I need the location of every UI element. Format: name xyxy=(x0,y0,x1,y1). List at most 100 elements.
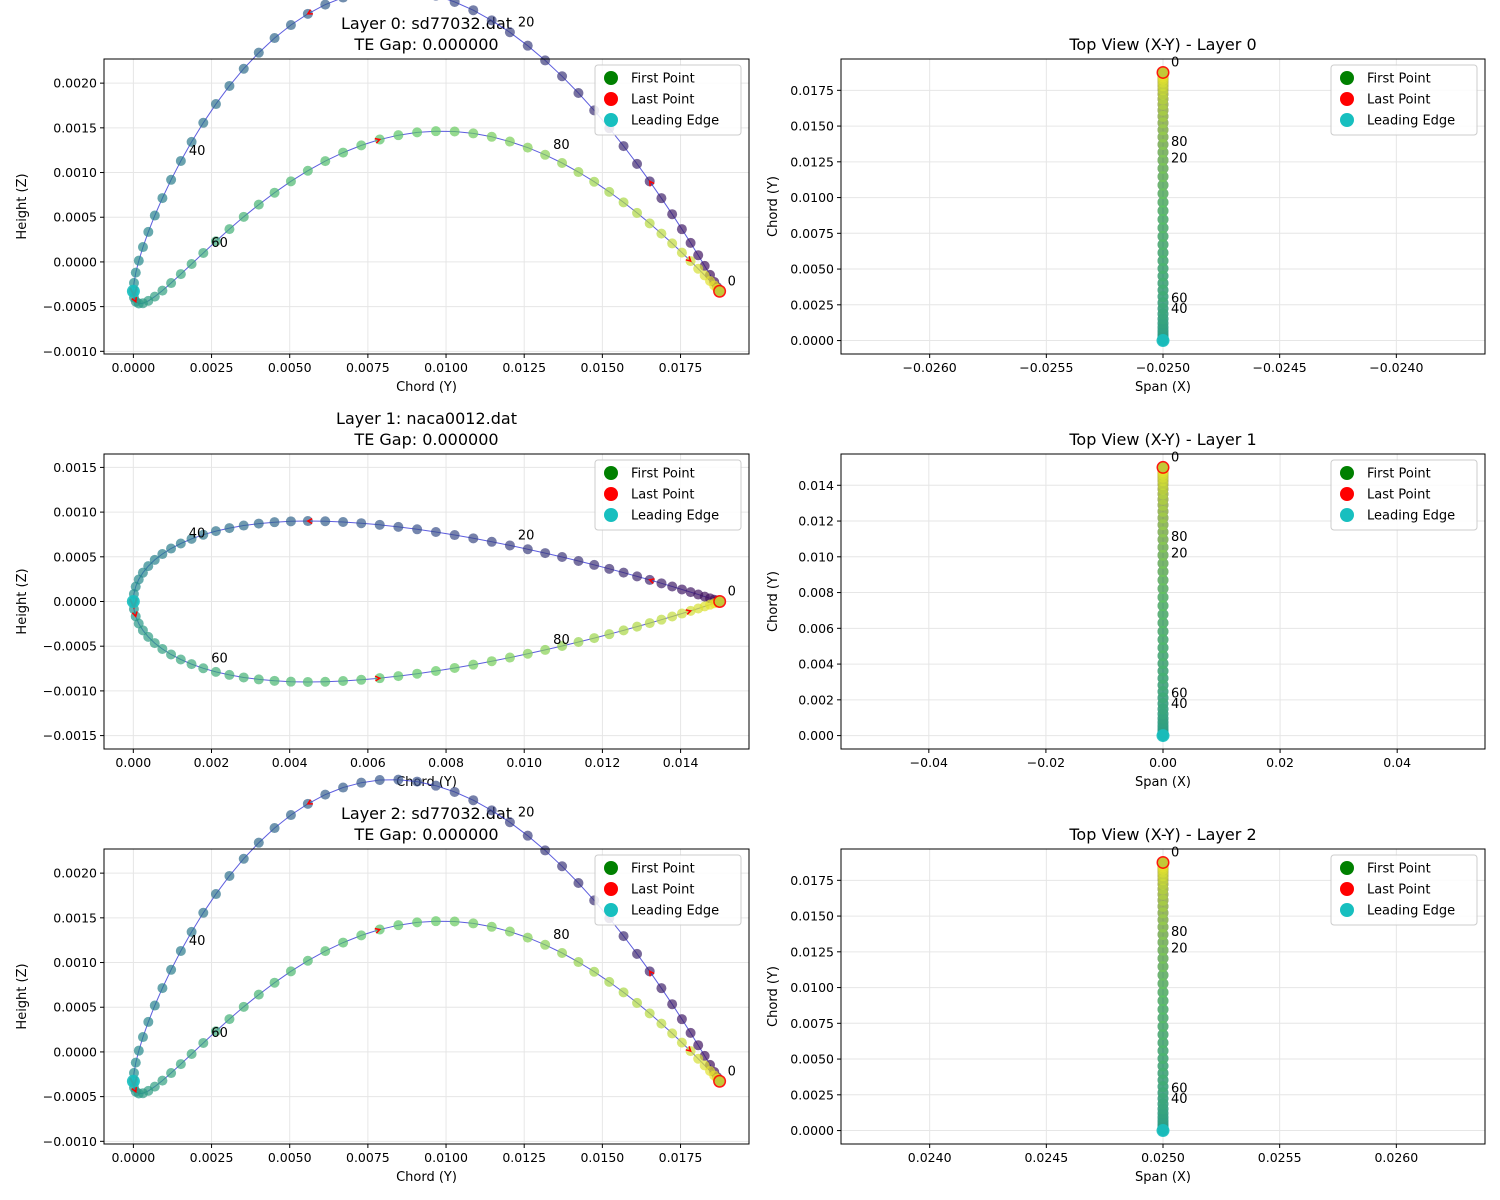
point-label: 60 xyxy=(1171,292,1188,307)
point-label: 0 xyxy=(728,1064,736,1079)
data-point xyxy=(176,946,186,956)
data-point xyxy=(157,1076,167,1086)
subplot-top-5: 0.0240 0.0245 0.0250 0.0255 0.02600.00000.00… xyxy=(766,825,1485,1185)
data-point xyxy=(619,625,629,635)
data-point xyxy=(254,48,264,58)
data-point xyxy=(338,148,348,158)
y-tick-label: 0.0125 xyxy=(790,944,834,959)
point-label: 20 xyxy=(1171,941,1188,956)
data-point xyxy=(656,229,666,239)
data-point xyxy=(677,224,687,234)
legend-marker xyxy=(1340,861,1354,875)
y-tick-label: 0.0175 xyxy=(790,873,834,888)
data-point xyxy=(431,126,441,136)
x-tick-label: 0.008 xyxy=(428,755,464,770)
data-point xyxy=(375,775,385,785)
subplot-top-1: −0.0260 −0.0255 −0.0250 −0.0245 −0.02400.000… xyxy=(766,35,1485,395)
data-point xyxy=(686,1028,696,1038)
y-tick-label: 0.0000 xyxy=(790,1123,834,1138)
x-tick-label: 0.002 xyxy=(194,755,230,770)
data-point xyxy=(540,55,550,65)
data-point xyxy=(393,130,403,140)
data-point xyxy=(523,649,533,659)
data-point xyxy=(667,999,677,1009)
subplot-profile-0: 0.0000 0.0025 0.0050 0.0075 0.0100 0.0125 0.01… xyxy=(15,0,749,395)
data-point xyxy=(412,777,422,787)
y-tick-label: 0.014 xyxy=(798,478,834,493)
data-point xyxy=(540,645,550,655)
data-point xyxy=(450,663,460,673)
point-label: 80 xyxy=(553,633,570,648)
x-tick-label: 0.000 xyxy=(115,755,151,770)
leading-edge-point xyxy=(1157,334,1170,347)
legend: First PointLast PointLeading Edge xyxy=(1331,855,1477,925)
subplot-title: Top View (X-Y) - Layer 0 xyxy=(1068,35,1256,54)
data-point xyxy=(303,166,313,176)
y-tick-label: −0.0010 xyxy=(43,344,97,359)
data-point xyxy=(487,656,497,666)
data-point xyxy=(150,211,160,221)
data-point xyxy=(320,156,330,166)
legend-label: Leading Edge xyxy=(631,509,719,524)
data-point xyxy=(393,671,403,681)
data-point xyxy=(505,927,515,937)
first-point xyxy=(1158,462,1168,472)
x-tick-label: 0.0260 xyxy=(1374,1150,1418,1165)
legend-marker xyxy=(604,861,618,875)
data-point xyxy=(338,517,348,527)
subplot-top-3: −0.04 −0.02 0.00 0.02 0.040.0000.0020.0040.0… xyxy=(766,430,1485,790)
x-tick-label: 0.02 xyxy=(1266,755,1294,770)
data-point xyxy=(166,965,176,975)
x-axis-label: Span (X) xyxy=(1135,775,1191,790)
data-point xyxy=(677,609,687,619)
data-point xyxy=(157,983,167,993)
legend-marker xyxy=(604,466,618,480)
data-point xyxy=(176,655,186,665)
y-tick-label: 0.0010 xyxy=(53,165,97,180)
y-tick-label: −0.0005 xyxy=(43,1089,97,1104)
data-point xyxy=(412,524,422,534)
y-tick-label: 0.0150 xyxy=(790,119,834,134)
data-point xyxy=(619,987,629,997)
legend-label: Leading Edge xyxy=(1367,904,1455,919)
x-tick-label: 0.0240 xyxy=(908,1150,952,1165)
data-point xyxy=(286,20,296,30)
data-point xyxy=(540,845,550,855)
data-point xyxy=(573,878,583,888)
data-point xyxy=(270,823,280,833)
data-point xyxy=(270,33,280,43)
y-tick-label: 0.0000 xyxy=(790,333,834,348)
data-group: 0 20 4060 80 xyxy=(1157,845,1188,1137)
data-point xyxy=(150,1001,160,1011)
data-point xyxy=(198,1038,208,1048)
point-label: 20 xyxy=(518,805,535,820)
x-tick-label: 0.0255 xyxy=(1258,1150,1302,1165)
y-tick-label: 0.010 xyxy=(798,549,834,564)
data-point xyxy=(356,930,366,940)
data-point xyxy=(166,278,176,288)
data-point xyxy=(286,516,296,526)
data-point xyxy=(270,978,280,988)
data-point xyxy=(557,71,567,81)
legend-label: Leading Edge xyxy=(1367,114,1455,129)
legend-marker xyxy=(604,903,618,917)
x-tick-label: 0.0025 xyxy=(190,1150,234,1165)
data-point xyxy=(573,88,583,98)
point-label: 0 xyxy=(1171,450,1179,465)
y-tick-label: 0.0000 xyxy=(53,1044,97,1059)
legend: First PointLast PointLeading Edge xyxy=(595,65,741,135)
y-tick-label: 0.0015 xyxy=(53,460,97,475)
data-point xyxy=(667,1028,677,1038)
point-label: 40 xyxy=(189,144,206,159)
legend-marker xyxy=(1340,466,1354,480)
legend-marker xyxy=(604,113,618,127)
y-tick-label: 0.0010 xyxy=(53,955,97,970)
data-point xyxy=(573,556,583,566)
data-point xyxy=(431,666,441,676)
x-tick-label: 0.0075 xyxy=(346,1150,390,1165)
data-point xyxy=(505,653,515,663)
data-point xyxy=(198,663,208,673)
data-point xyxy=(667,611,677,621)
data-point xyxy=(239,64,249,74)
